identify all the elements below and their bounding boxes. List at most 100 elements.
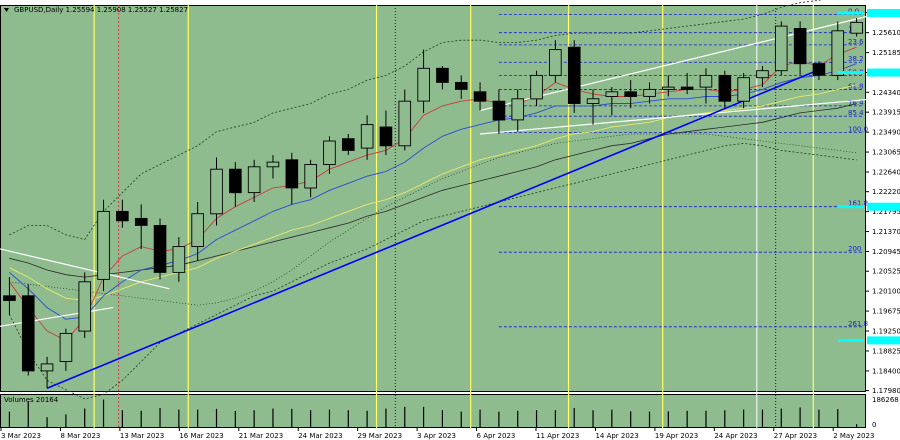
ma-blue — [9, 63, 857, 320]
candle-bear — [436, 67, 449, 83]
candle-bull — [831, 30, 845, 76]
date-tick-label: 19 Apr 2023 — [655, 432, 698, 440]
candle-bull — [774, 25, 788, 72]
price-tick-label: 1.21795 — [872, 208, 900, 216]
price-tick-label: 1.18825 — [872, 347, 900, 355]
price-mark-tag — [867, 8, 900, 17]
fib-level-label: 38.2 — [848, 55, 864, 63]
volume-panel-border — [0, 394, 866, 428]
volume-panel — [0, 394, 866, 428]
date-tick-label: 29 Mar 2023 — [358, 432, 402, 440]
price-mark-tag — [867, 336, 900, 345]
candle-bull — [756, 70, 769, 79]
volume-max-label: 186268 — [872, 396, 899, 404]
date-tick-label: 11 Apr 2023 — [536, 432, 579, 440]
price-tick-label: 1.25185 — [872, 49, 900, 57]
fib-level-label: 161.8 — [848, 200, 868, 208]
bollinger-lower — [9, 142, 857, 400]
candle-bull — [586, 98, 600, 104]
date-tick-label: 2 May 2023 — [833, 432, 874, 440]
candle-bull — [850, 21, 863, 34]
candle-bull — [266, 161, 280, 168]
fib-level-label: 23.6 — [848, 38, 864, 46]
price-tick-label: 1.19675 — [872, 308, 900, 316]
trendline — [46, 68, 820, 389]
candle-bear — [153, 225, 167, 273]
candle-bull — [97, 210, 110, 280]
price-tick-label: 1.18400 — [872, 367, 900, 375]
bollinger-upper — [9, 0, 822, 240]
price-mark — [838, 11, 864, 15]
fib-level-label: 261.8 — [848, 320, 868, 328]
candle-bear — [680, 86, 694, 90]
candle-bull — [247, 166, 261, 194]
channel-line — [0, 248, 170, 290]
header-triangle-icon — [4, 8, 9, 12]
fib-level-label: 100.0 — [848, 126, 868, 134]
candle-bull — [323, 140, 336, 165]
price-mark — [838, 205, 864, 209]
price-tick-label: 1.23915 — [872, 109, 900, 117]
price-tick-label: 1.23490 — [872, 129, 900, 137]
price-mark — [838, 71, 864, 75]
fib-level-label: 76.4 — [848, 99, 864, 107]
ma-long-dotted — [9, 133, 857, 306]
candle-bear — [567, 46, 581, 104]
date-tick-label: 3 Apr 2023 — [417, 432, 456, 440]
price-panel-border — [0, 5, 866, 392]
price-tick-label: 1.19250 — [872, 328, 900, 336]
ma-red — [9, 46, 857, 341]
price-tick-label: 1.20525 — [872, 268, 900, 276]
price-tick-label: 1.20100 — [872, 288, 900, 296]
price-tick-label: 1.21370 — [872, 228, 900, 236]
candle-bull — [304, 164, 317, 189]
candle-bull — [530, 74, 543, 100]
candle-bear — [624, 91, 637, 97]
candle-bull — [643, 88, 656, 97]
fib-level-label: 0.0 — [848, 7, 859, 15]
channel-line — [480, 98, 876, 135]
candle-bull — [605, 91, 619, 97]
chart-header: GBPUSD,Daily 1.25594 1.25908 1.25527 1.2… — [14, 6, 188, 14]
candle-bear — [454, 81, 468, 90]
ma-dark — [9, 103, 857, 278]
candle-bear — [3, 295, 16, 301]
price-panel — [0, 5, 866, 392]
candle-bull — [662, 86, 675, 90]
price-tick-label: 1.20945 — [872, 248, 900, 256]
fib-level-label: 200 — [848, 245, 861, 253]
volume-panel-label: Volumes 20164 — [4, 396, 59, 404]
date-tick-label: 24 Mar 2023 — [298, 432, 342, 440]
price-tick-label: 1.17980 — [872, 387, 900, 395]
date-tick-label: 16 Mar 2023 — [179, 432, 223, 440]
price-tick-label: 1.24340 — [872, 89, 900, 97]
candle-bull — [511, 98, 525, 121]
candle-bear — [134, 217, 148, 226]
candle-bull — [417, 67, 430, 102]
candle-bear — [492, 100, 506, 121]
candle-bull — [40, 363, 54, 372]
candle-bear — [341, 138, 355, 151]
candle-bull — [172, 246, 186, 273]
date-tick-label: 13 Mar 2023 — [120, 432, 164, 440]
price-tick-label: 1.22220 — [872, 188, 900, 196]
candle-bear — [21, 295, 35, 372]
price-mark-tag — [867, 202, 900, 211]
candle-bull — [699, 74, 713, 88]
candle-bull — [210, 168, 223, 215]
price-mark — [838, 338, 864, 342]
channel-line — [479, 13, 876, 112]
candle-bear — [793, 28, 807, 65]
candle-bear — [285, 159, 299, 189]
candle-bear — [379, 126, 393, 147]
price-mark-tag — [867, 68, 900, 77]
date-tick-label: 6 Apr 2023 — [477, 432, 516, 440]
candle-bear — [116, 210, 129, 222]
candle-bull — [398, 100, 412, 147]
candle-bull — [549, 49, 562, 76]
date-tick-label: 8 Mar 2023 — [60, 432, 100, 440]
date-tick-label: 14 Apr 2023 — [595, 432, 638, 440]
candle-bear — [718, 74, 732, 102]
